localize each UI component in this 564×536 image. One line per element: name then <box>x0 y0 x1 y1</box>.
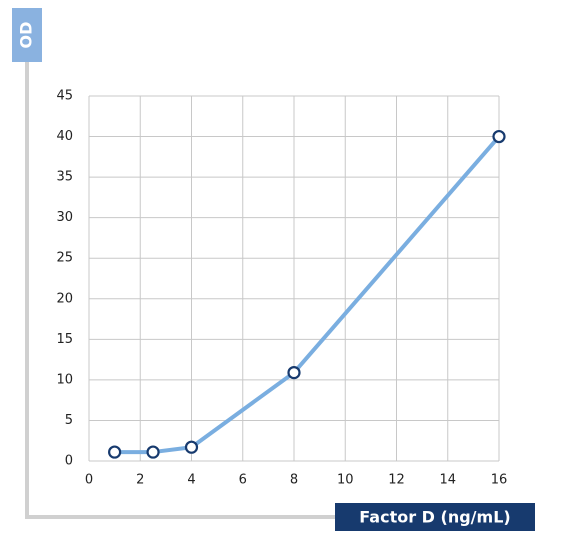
x-tick-label: 14 <box>439 473 456 488</box>
x-label-box <box>335 503 535 531</box>
data-point <box>492 129 506 144</box>
y-tick-label: 45 <box>56 89 73 104</box>
y-tick-label: 20 <box>56 291 73 306</box>
data-line <box>114 135 501 455</box>
data-point <box>108 445 122 459</box>
data-point <box>146 445 160 459</box>
y-tick-label: 30 <box>56 210 73 225</box>
y-label-box <box>12 8 42 62</box>
x-tick-label: 10 <box>337 473 354 488</box>
x-tick-label: 2 <box>136 473 144 488</box>
x-tick-label: 0 <box>85 473 93 488</box>
y-tick-label: 35 <box>56 170 73 185</box>
data-point <box>184 440 199 454</box>
x-tick-label: 6 <box>239 473 247 488</box>
y-tick-label: 15 <box>56 332 73 347</box>
y-tick-label: 10 <box>56 372 73 387</box>
y-axis-label: OD <box>17 22 36 49</box>
y-tick-label: 5 <box>65 413 73 428</box>
y-tick-label: 0 <box>65 454 73 469</box>
x-tick-label: 12 <box>388 473 405 488</box>
y-tick-label: 40 <box>56 129 73 144</box>
x-tick-label: 4 <box>187 473 195 488</box>
x-tick-label: 16 <box>491 473 508 488</box>
x-tick-label: 8 <box>290 473 298 488</box>
frame <box>25 60 335 519</box>
x-axis-label: Factor D (ng/mL) <box>359 508 510 527</box>
data-point <box>287 365 301 380</box>
y-tick-label: 25 <box>56 251 73 266</box>
